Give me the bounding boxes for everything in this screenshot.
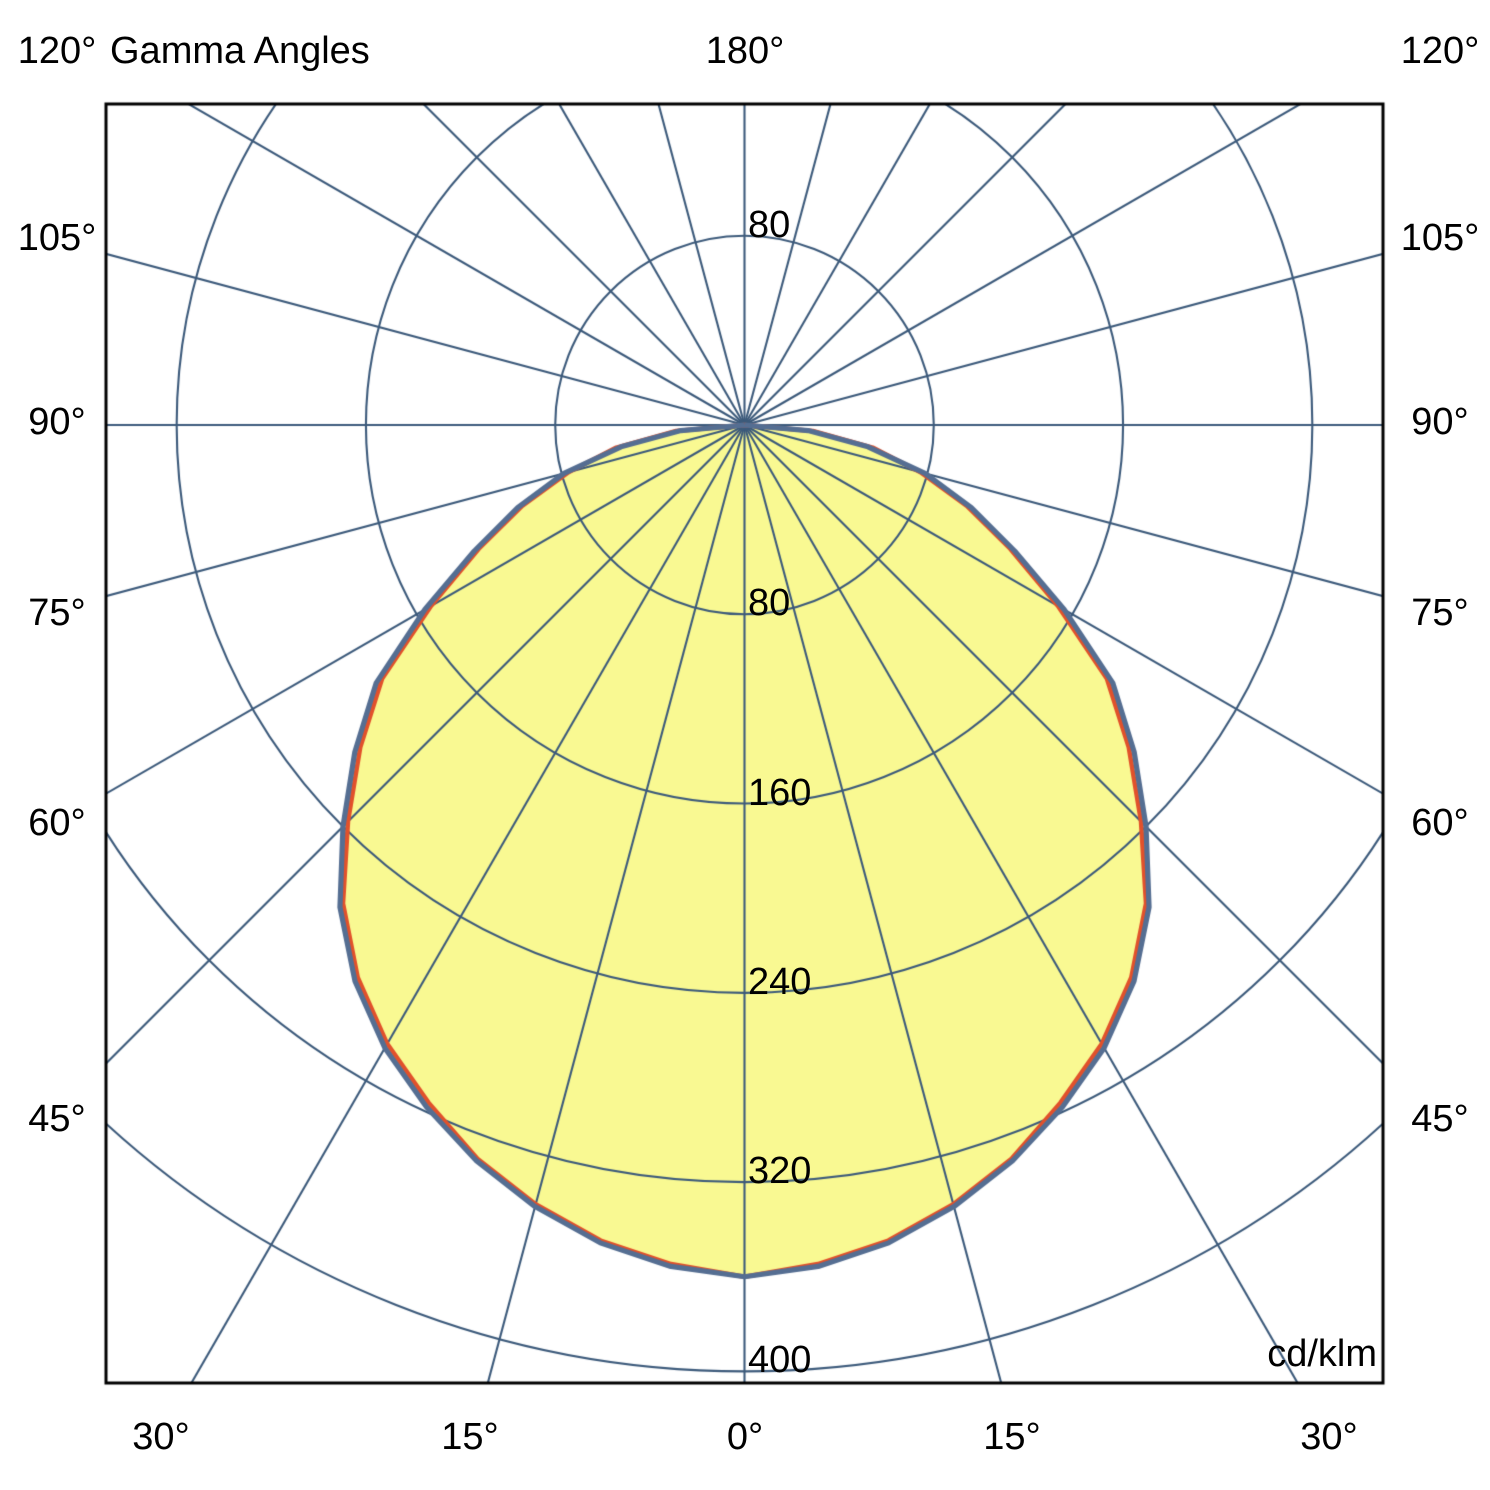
gamma-angle-label-bottom-4: 30° xyxy=(1300,1416,1358,1458)
ring-label-below-160: 160 xyxy=(748,771,812,814)
ring-label-below-240: 240 xyxy=(748,960,812,1003)
ring-label-above-80: 80 xyxy=(748,203,791,246)
ring-label-below-400: 400 xyxy=(748,1339,812,1382)
gamma-angle-label-left-60°: 60° xyxy=(28,802,86,844)
gamma-angle-label-bottom-2: 0° xyxy=(726,1416,764,1458)
gamma-angle-label-right-45°: 45° xyxy=(1411,1098,1469,1140)
gamma-angle-label-right-105°: 105° xyxy=(1400,217,1480,259)
gamma-angle-label-bottom-1: 15° xyxy=(441,1416,499,1458)
gamma-angle-label-left-75°: 75° xyxy=(28,592,86,634)
gamma-angle-label-left-90°: 90° xyxy=(28,401,86,443)
gamma-angle-label-bottom-3: 15° xyxy=(983,1416,1041,1458)
gamma-angle-label-bottom-0: 30° xyxy=(132,1416,190,1458)
ring-label-below-320: 320 xyxy=(748,1150,812,1193)
top-angle-label-right-120: 120° xyxy=(1400,30,1480,72)
top-angle-label-left-120: 120° xyxy=(17,30,97,72)
gamma-angle-label-right-60°: 60° xyxy=(1411,802,1469,844)
gamma-angle-label-left-105°: 105° xyxy=(17,217,97,259)
unit-label: cd/klm xyxy=(1267,1333,1377,1375)
gamma-angle-label-left-45°: 45° xyxy=(28,1098,86,1140)
ring-label-below-80: 80 xyxy=(748,582,791,625)
gamma-angle-label-right-75°: 75° xyxy=(1411,592,1469,634)
page-title: Gamma Angles xyxy=(110,30,370,72)
top-angle-label-180: 180° xyxy=(705,30,785,72)
gamma-angle-label-right-90°: 90° xyxy=(1411,401,1469,443)
